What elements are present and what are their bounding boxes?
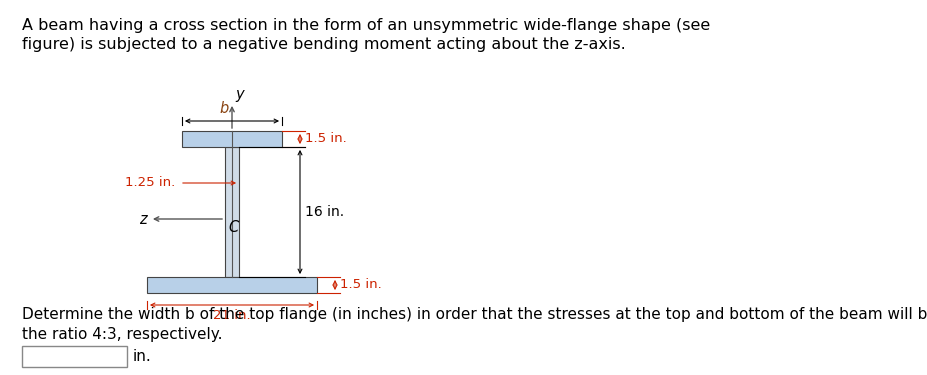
Text: 1.25 in.: 1.25 in.	[125, 177, 175, 189]
Text: C: C	[228, 220, 238, 235]
Text: z: z	[139, 211, 147, 226]
Text: A beam having a cross section in the form of an unsymmetric wide-flange shape (s: A beam having a cross section in the for…	[22, 18, 710, 33]
Bar	[182, 131, 282, 147]
Text: 1.5 in.: 1.5 in.	[340, 279, 382, 291]
Text: in.: in.	[133, 349, 152, 364]
Text: 1.5 in.: 1.5 in.	[305, 132, 347, 146]
Text: 21 in.: 21 in.	[213, 309, 251, 322]
Bar	[22, 346, 127, 367]
Bar	[225, 147, 239, 277]
Text: Determine the width b of the top flange (in inches) in order that the stresses a: Determine the width b of the top flange …	[22, 307, 927, 322]
Text: figure) is subjected to a negative bending moment acting about the z-axis.: figure) is subjected to a negative bendi…	[22, 37, 626, 52]
Text: y: y	[235, 87, 244, 102]
Text: 16 in.: 16 in.	[305, 205, 344, 219]
Text: the ratio 4:3, respectively.: the ratio 4:3, respectively.	[22, 327, 222, 342]
Bar	[147, 277, 317, 293]
Text: b: b	[220, 101, 229, 116]
